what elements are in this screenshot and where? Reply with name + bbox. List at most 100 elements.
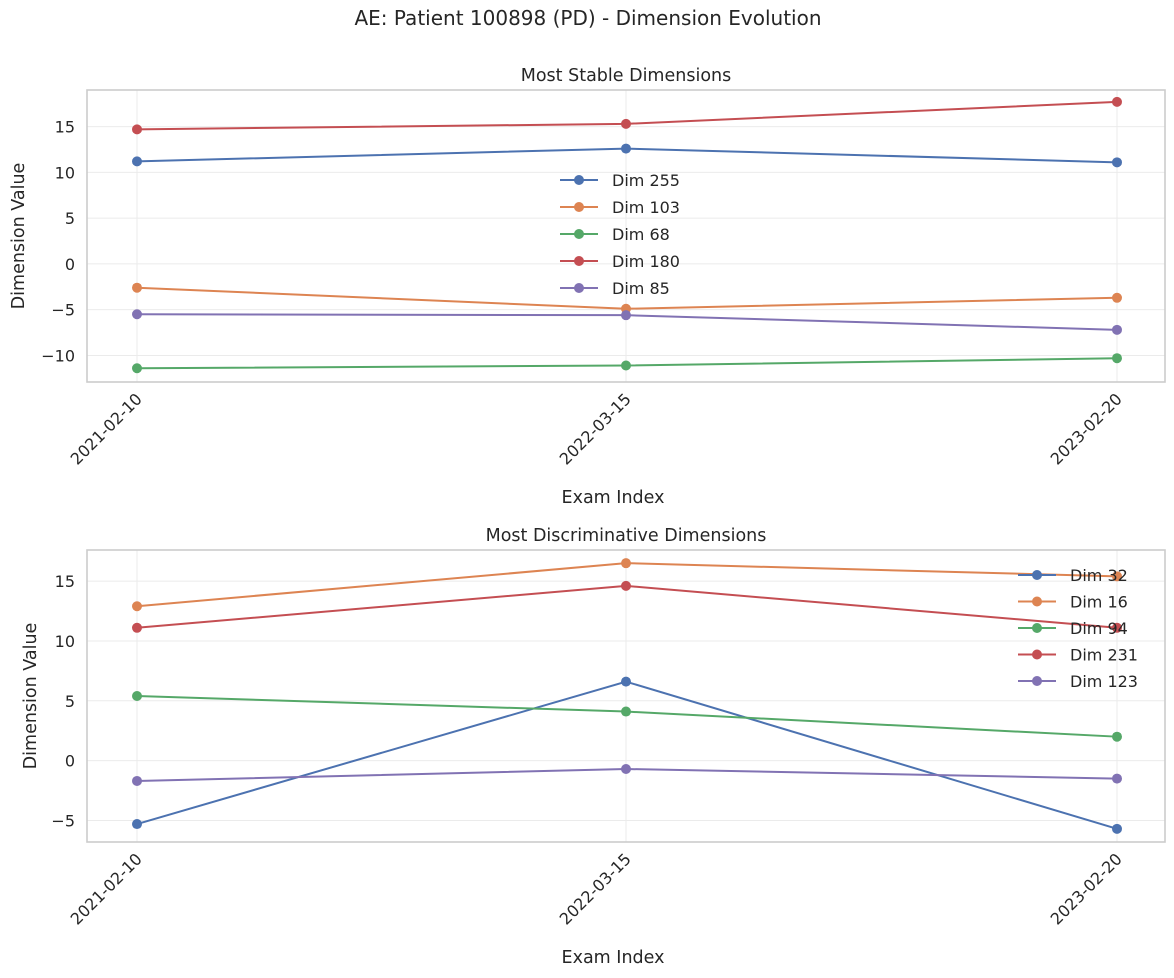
legend-marker — [1032, 596, 1042, 607]
legend-label: Dim 32 — [1070, 566, 1128, 585]
legend-label: Dim 103 — [612, 198, 680, 217]
legend-marker — [574, 202, 584, 212]
legend-marker — [1032, 649, 1042, 660]
y-tick-label: 0 — [65, 255, 75, 274]
series-dim-231 — [132, 580, 1122, 633]
legend-label: Dim 123 — [1070, 672, 1138, 691]
series-dim-180 — [132, 96, 1122, 135]
data-point — [1112, 571, 1122, 582]
legend-label: Dim 94 — [1070, 619, 1128, 638]
data-point — [132, 622, 142, 633]
legend-item: Dim 68 — [560, 225, 670, 244]
y-axis-label: Dimension Value — [9, 163, 29, 310]
grid — [87, 550, 1165, 842]
series-dim-85 — [132, 309, 1122, 335]
data-point — [1112, 353, 1122, 364]
legend-label: Dim 68 — [612, 225, 670, 244]
chart-panel-stable: Most Stable Dimensions 15 10 5 0 −5 −10 2021-02… — [9, 66, 1166, 508]
series-dim-255 — [132, 143, 1122, 168]
data-point — [1112, 96, 1122, 107]
y-tick-label: −5 — [51, 811, 75, 830]
series-line — [136, 584, 1118, 629]
legend-item: Dim 180 — [560, 252, 680, 271]
y-tick-label: 10 — [55, 632, 75, 651]
data-point — [621, 118, 631, 129]
y-axis-label: Dimension Value — [21, 623, 41, 770]
data-point — [621, 706, 631, 717]
y-tick-label: −5 — [51, 301, 75, 320]
data-point — [1112, 731, 1122, 742]
legend-marker — [574, 175, 584, 185]
legend-marker — [1032, 676, 1042, 686]
data-point — [621, 360, 631, 371]
legend-label: Dim 16 — [1070, 593, 1128, 612]
data-point — [621, 558, 631, 569]
y-tick-label: 15 — [55, 572, 75, 591]
data-point — [132, 156, 142, 167]
data-point — [132, 363, 142, 374]
y-tick-label: −10 — [41, 346, 75, 365]
data-point — [621, 310, 631, 321]
x-tick-label: 2022-03-15 — [556, 849, 635, 928]
legend-label: Dim 85 — [612, 279, 670, 298]
data-point — [132, 124, 142, 135]
legend: Dim 32 Dim 16 Dim 94 Dim 231 Dim 123 — [1018, 566, 1138, 691]
y-tick-label: 10 — [55, 163, 75, 182]
y-tick-label: 5 — [65, 692, 75, 711]
chart-title: Most Stable Dimensions — [521, 66, 731, 86]
legend-label: Dim 255 — [612, 171, 680, 190]
data-point — [1112, 622, 1122, 633]
legend-marker — [574, 229, 584, 239]
legend-marker — [1032, 623, 1042, 633]
legend-marker — [574, 283, 584, 293]
data-point — [132, 601, 142, 612]
series-dim-68 — [132, 353, 1122, 374]
data-point — [132, 309, 142, 320]
x-tick-label: 2021-02-10 — [67, 389, 146, 468]
series-dim-103 — [132, 282, 1122, 314]
legend-item: Dim 255 — [560, 171, 680, 190]
data-point — [1112, 773, 1122, 784]
data-point — [1112, 157, 1122, 168]
data-point — [621, 143, 631, 154]
chart-panel-discriminative: Most Discriminative Dimensions 15 10 5 0 −5 20… — [21, 526, 1166, 968]
legend-label: Dim 231 — [1070, 646, 1138, 665]
data-point — [132, 282, 142, 293]
plot-frame — [86, 549, 1166, 843]
legend: Dim 255 Dim 103 Dim 68 Dim 180 Dim 85 — [560, 171, 680, 298]
y-tick-label: 15 — [55, 118, 75, 137]
y-tick-label: 0 — [65, 752, 75, 771]
plot-frame — [86, 89, 1166, 383]
legend-marker — [574, 256, 584, 266]
legend-item: Dim 94 — [1018, 619, 1128, 638]
legend-item: Dim 231 — [1018, 646, 1138, 665]
legend-item: Dim 103 — [560, 198, 680, 217]
data-point — [621, 676, 631, 687]
x-tick-label: 2022-03-15 — [556, 389, 635, 468]
series-dim-123 — [132, 764, 1122, 786]
data-point — [132, 775, 142, 786]
legend-item: Dim 16 — [1018, 593, 1128, 612]
legend-marker — [1032, 570, 1042, 580]
chart-title: Most Discriminative Dimensions — [486, 526, 767, 546]
x-tick-label: 2023-02-20 — [1047, 849, 1126, 928]
figure-title: AE: Patient 100898 (PD) - Dimension Evol… — [354, 6, 821, 30]
y-tick-label: 5 — [65, 209, 75, 228]
x-tick-label: 2021-02-10 — [67, 849, 146, 928]
data-point — [621, 764, 631, 774]
data-point — [621, 580, 631, 591]
series-dim-94 — [132, 691, 1122, 742]
legend-item: Dim 32 — [1018, 566, 1128, 585]
legend-label: Dim 180 — [612, 252, 680, 271]
x-tick-label: 2023-02-20 — [1047, 389, 1126, 468]
data-point — [132, 691, 142, 701]
x-axis-label: Exam Index — [562, 488, 665, 508]
data-point — [1112, 292, 1122, 303]
data-point — [1112, 823, 1122, 834]
legend-item: Dim 123 — [1018, 672, 1138, 691]
legend-item: Dim 85 — [560, 279, 670, 298]
series-dim-16 — [132, 558, 1122, 612]
x-axis-label: Exam Index — [562, 948, 665, 968]
data-point — [132, 819, 142, 830]
